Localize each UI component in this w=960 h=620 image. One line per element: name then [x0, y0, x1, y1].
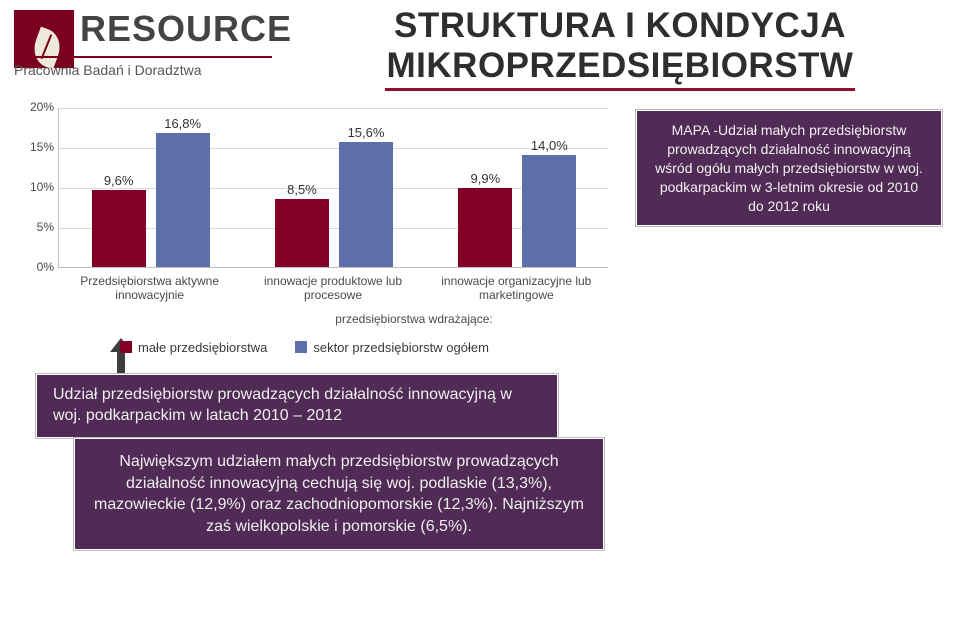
title-line-1: STRUKTURA I KONDYCJA — [310, 6, 930, 46]
bar — [522, 155, 576, 267]
innovation-share-chart: 9,6%16,8%8,5%15,6%9,9%14,0% 0%5%10%15%20… — [18, 108, 618, 328]
logo-text: RESOURCE — [80, 8, 292, 50]
bar-value-label: 16,8% — [153, 116, 213, 131]
y-tick-label: 20% — [18, 100, 54, 114]
x-group-label: innowacje organizacyjne lubmarketingowe — [425, 274, 608, 302]
bar-value-label: 15,6% — [336, 125, 396, 140]
title-line-2: MIKROPRZEDSIĘBIORSTW — [310, 46, 930, 86]
logo-subtitle: Pracownia Badań i Doradztwa — [14, 62, 202, 78]
legend-label: sektor przedsiębiorstw ogółem — [313, 340, 489, 355]
chart-legend: małe przedsiębiorstwa sektor przedsiębior… — [120, 340, 580, 355]
logo-divider — [14, 56, 272, 58]
legend-swatch-icon — [120, 341, 132, 353]
bar — [339, 142, 393, 267]
bar-value-label: 9,6% — [89, 173, 149, 188]
bar — [275, 199, 329, 267]
map-callout: MAPA -Udział małych przedsiębiorstw prow… — [636, 110, 942, 226]
chart-secondary-label: przedsiębiorstwa wdrażające: — [244, 312, 584, 326]
x-group-label: Przedsiębiorstwa aktywneinnowacyjnie — [58, 274, 241, 302]
title-underline — [385, 88, 855, 91]
bar-value-label: 8,5% — [272, 182, 332, 197]
page-title: STRUKTURA I KONDYCJA MIKROPRZEDSIĘBIORST… — [310, 6, 930, 91]
y-tick-label: 5% — [18, 220, 54, 234]
legend-swatch-icon — [295, 341, 307, 353]
chart-plot-area: 9,6% 16,8% 8,5% 15,6% 9,9% 14,0% — [58, 108, 608, 268]
legend-label: małe przedsiębiorstwa — [138, 340, 267, 355]
conclusion-caption: Największym udziałem małych przedsiębior… — [74, 438, 604, 550]
legend-item: sektor przedsiębiorstw ogółem — [295, 340, 489, 355]
chart-caption: Udział przedsiębiorstw prowadzących dzia… — [36, 374, 558, 438]
y-tick-label: 10% — [18, 180, 54, 194]
bar — [458, 188, 512, 267]
bar — [156, 133, 210, 267]
gridline — [59, 108, 608, 109]
x-group-label: innowacje produktowe lubprocesowe — [241, 274, 424, 302]
y-tick-label: 15% — [18, 140, 54, 154]
bar-value-label: 9,9% — [455, 171, 515, 186]
bar-value-label: 14,0% — [519, 138, 579, 153]
y-tick-label: 0% — [18, 260, 54, 274]
slide: RESOURCE Pracownia Badań i Doradztwa STR… — [0, 0, 960, 620]
bar — [92, 190, 146, 267]
legend-item: małe przedsiębiorstwa — [120, 340, 267, 355]
logo-square-icon — [14, 10, 74, 68]
